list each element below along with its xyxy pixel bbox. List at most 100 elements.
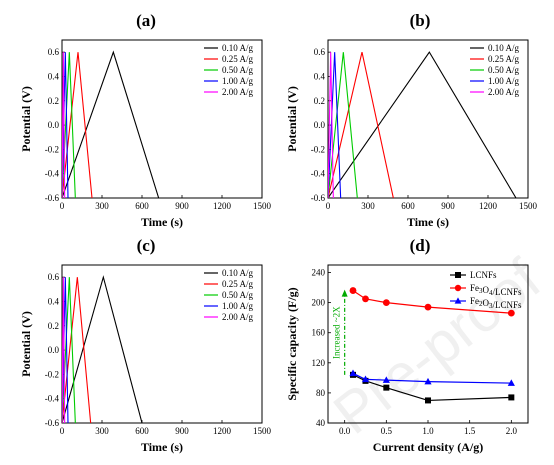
x-tick-label: 1.0: [422, 426, 434, 436]
panel-label: (b): [410, 11, 431, 30]
x-tick-label: 900: [175, 201, 189, 211]
legend-label: LCNFs: [470, 270, 497, 280]
data-point: [424, 377, 432, 385]
panel-d: (d) 0.0 0.5 1.0 1.5 2.0 40 80 120 160 200 240 Curren…: [285, 236, 529, 454]
x-tick-label: 0: [60, 426, 65, 436]
x-tick-label: 0: [326, 201, 331, 211]
x-tick-label: 1500: [253, 201, 272, 211]
x-tick-label: 1200: [213, 426, 232, 436]
series-line: [62, 50, 160, 198]
data-point: [382, 376, 390, 383]
legend-label: 2.00 A/g: [222, 87, 254, 97]
x-tick-label: 900: [175, 426, 189, 436]
watermark: Pre-proof: [322, 246, 553, 447]
legend-label: 0.25 A/g: [222, 54, 254, 64]
series-line: [62, 275, 143, 423]
panel-b: (b) 0 300 600 900 1200 1500 -0.6 -0.4 -0.2 0.0 0.2 0…: [285, 11, 538, 229]
annotation-text: Increased ~2X: [332, 306, 342, 359]
annotation-arrowhead: [341, 289, 348, 297]
y-tick-label: -0.2: [311, 144, 325, 154]
data-point: [383, 384, 390, 391]
y-tick-label: 80: [316, 388, 326, 398]
y-tick-label: 200: [312, 298, 326, 308]
legend-marker: [454, 284, 462, 292]
y-axis-label: Potential (V): [285, 86, 299, 152]
y-tick-label: -0.2: [45, 369, 59, 379]
panel-label: (c): [137, 236, 156, 255]
data-point: [508, 394, 515, 401]
legend-label: 1.00 A/g: [488, 76, 520, 86]
data-point: [424, 303, 432, 311]
series-line: [62, 277, 66, 423]
y-tick-label: -0.6: [45, 418, 60, 428]
y-tick-label: 0.2: [314, 96, 325, 106]
y-tick-label: -0.2: [45, 144, 59, 154]
data-point: [507, 379, 515, 386]
x-tick-label: 300: [95, 426, 109, 436]
x-tick-label: 600: [135, 201, 149, 211]
data-point: [349, 369, 357, 377]
y-tick-label: 240: [312, 268, 326, 278]
y-tick-label: 0.4: [48, 71, 60, 81]
y-tick-label: -0.6: [311, 193, 326, 203]
plot-frame: [327, 39, 529, 199]
plot-frame: [61, 39, 263, 199]
series-group: [328, 51, 517, 198]
x-axis-label: Time (s): [407, 215, 449, 229]
data-point: [361, 375, 370, 383]
y-tick-label: 40: [316, 418, 326, 428]
y-tick-label: -0.6: [45, 193, 60, 203]
x-tick-label: 600: [135, 426, 149, 436]
panel-label: (d): [410, 236, 431, 255]
data-point: [507, 309, 515, 317]
x-tick-label: 900: [441, 201, 455, 211]
y-tick-label: 0.0: [314, 120, 326, 130]
x-tick-label: 1200: [479, 201, 498, 211]
legend-label: 2.00 A/g: [488, 87, 520, 97]
series-group: [62, 50, 160, 198]
x-tick-label: 600: [401, 201, 415, 211]
y-axis-label: Specific capacity (F/g): [285, 287, 299, 400]
y-tick-label: 0.4: [48, 296, 60, 306]
series-line: [328, 51, 517, 198]
data-point: [382, 299, 390, 307]
panel-c: (c) 0 300 600 900 1200 1500 -0.6 -0.4 -0.2 0.0 0.2 0…: [19, 236, 272, 454]
legend-label: 2.00 A/g: [222, 312, 254, 322]
y-tick-label: -0.4: [45, 394, 60, 404]
legend-label: 0.10 A/g: [488, 43, 520, 53]
series-line: [62, 52, 66, 198]
y-tick-label: 0.6: [48, 272, 60, 282]
legend-label: 0.50 A/g: [222, 290, 254, 300]
series-group: [349, 287, 515, 404]
legend-marker: [455, 272, 461, 278]
y-tick-label: -0.4: [311, 169, 326, 179]
legend-label: Fe2O3/LCNFs: [470, 296, 522, 310]
series-line: [328, 52, 342, 198]
series-line: [328, 52, 394, 198]
legend-label: 0.50 A/g: [488, 65, 520, 75]
legend-label: 0.25 A/g: [488, 54, 520, 64]
x-tick-label: 0.5: [381, 426, 393, 436]
x-tick-label: 2.0: [506, 426, 518, 436]
x-axis-label: Time (s): [141, 215, 183, 229]
x-tick-label: 1.5: [464, 426, 476, 436]
legend-label: 0.50 A/g: [222, 65, 254, 75]
data-point: [362, 295, 369, 303]
x-tick-label: 1200: [213, 201, 232, 211]
data-point: [349, 287, 357, 294]
data-point: [425, 397, 431, 404]
series-line: [328, 52, 334, 198]
legend-marker: [454, 297, 462, 304]
x-tick-label: 0: [60, 201, 65, 211]
legend-label: 0.10 A/g: [222, 268, 254, 278]
series-line: [62, 52, 69, 198]
series-line: [62, 277, 69, 423]
x-axis-label: Current density (A/g): [373, 440, 483, 454]
legend-label: 0.10 A/g: [222, 43, 254, 53]
panel-a: (a) 0 300 600 900 1200 1500 -0.6 -0.4 -0.2 0.0 0.2 0…: [19, 11, 272, 229]
x-tick-label: 300: [95, 201, 109, 211]
x-tick-label: 0.0: [339, 426, 351, 436]
x-tick-label: 1500: [519, 201, 538, 211]
y-axis-label: Potential (V): [19, 311, 33, 377]
x-tick-label: 1500: [253, 426, 272, 436]
